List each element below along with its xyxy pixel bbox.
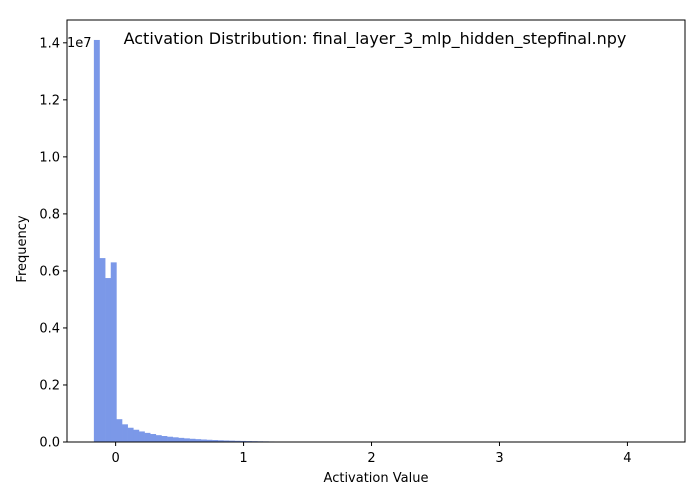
y-tick-label: 0.2 — [39, 378, 60, 393]
histogram-bar — [172, 437, 179, 442]
histogram-bar — [138, 431, 145, 442]
x-axis-ticks: 0 1 2 3 4 — [111, 442, 632, 466]
x-tick-label: 2 — [367, 451, 375, 466]
y-axis-label: Frequency — [15, 215, 30, 282]
y-tick-label: 0.0 — [39, 436, 60, 451]
x-tick-label: 3 — [495, 451, 503, 466]
histogram-bar — [223, 440, 230, 442]
histogram-bar — [110, 262, 117, 442]
histogram-bar — [183, 438, 190, 442]
histogram-bar — [122, 424, 128, 442]
chart-title: Activation Distribution: final_layer_3_m… — [124, 29, 627, 49]
histogram-bar — [195, 439, 202, 442]
histogram-bar — [161, 436, 168, 442]
histogram-bar — [133, 429, 140, 442]
y-tick-label: 0.8 — [39, 207, 60, 222]
histogram-bar — [206, 439, 213, 442]
x-tick-label: 4 — [623, 451, 631, 466]
histogram-bar — [93, 39, 100, 443]
y-tick-label: 1.4 — [39, 36, 60, 51]
histogram-bar — [150, 434, 157, 442]
histogram-bar — [167, 436, 173, 442]
histogram-bar — [200, 439, 207, 442]
histogram-bar — [99, 258, 106, 442]
histogram-bars — [93, 39, 320, 443]
histogram-bar — [105, 278, 112, 442]
histogram-bar — [217, 440, 224, 442]
histogram-bar — [212, 440, 219, 442]
histogram-bar — [234, 440, 241, 442]
y-axis-ticks: 0.0 0.2 0.4 0.6 0.8 1.0 1.2 1.4 — [39, 36, 67, 451]
histogram-bar — [240, 440, 247, 442]
plot-frame — [66, 19, 686, 443]
y-tick-label: 1.2 — [39, 93, 60, 108]
x-tick-label: 1 — [239, 451, 247, 466]
histogram-bar — [144, 432, 151, 442]
histogram-bar — [127, 427, 134, 442]
histogram-bar — [155, 435, 162, 442]
y-tick-label: 0.4 — [39, 321, 60, 336]
y-tick-label: 0.6 — [39, 264, 60, 279]
x-tick-label: 0 — [111, 451, 119, 466]
y-tick-label: 1.0 — [39, 150, 60, 165]
x-axis-label: Activation Value — [324, 471, 429, 486]
y-offset-label: 1e7 — [67, 36, 92, 51]
histogram-bar — [228, 440, 235, 442]
histogram-bar — [116, 419, 123, 442]
histogram-bar — [189, 438, 196, 442]
histogram-bar — [178, 437, 185, 442]
